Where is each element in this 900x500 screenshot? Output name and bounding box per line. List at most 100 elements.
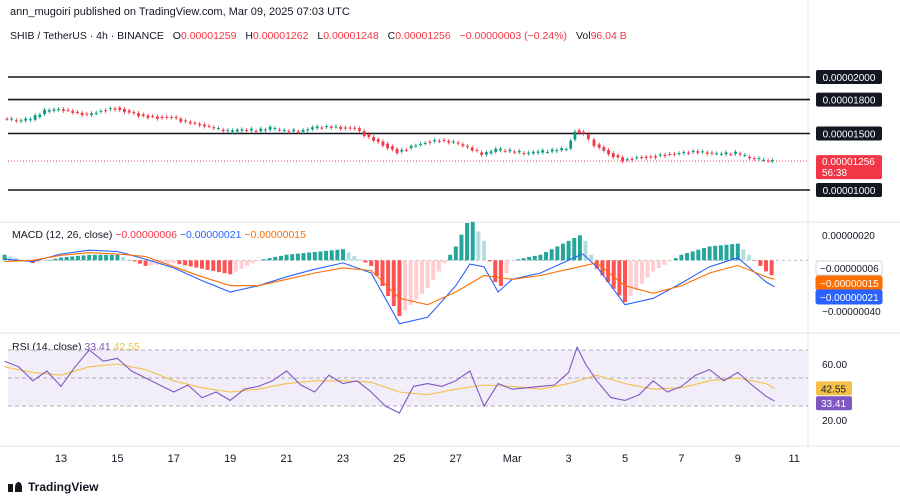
candle-body [132, 112, 136, 114]
candle-body [654, 156, 657, 158]
macd-histogram-bar [634, 260, 639, 290]
candle-body [235, 129, 239, 132]
macd-histogram-bar [701, 248, 706, 261]
candle-body [442, 139, 446, 141]
candle-body [513, 151, 516, 153]
candle-body [390, 146, 394, 150]
level-label: 0.00001000 [823, 186, 876, 197]
macd-histogram-bar [222, 260, 227, 274]
publish-header: ann_mugoiri published on TradingView.com… [10, 6, 350, 18]
candle-body [315, 126, 319, 129]
candle-body [301, 129, 305, 132]
macd-histogram-bar [301, 253, 306, 261]
candle-body [423, 142, 427, 144]
macd-legend[interactable]: MACD (12, 26, close) −0.00000006 −0.0000… [12, 229, 306, 241]
macd-histogram-bar [442, 260, 447, 264]
candle-body [179, 118, 183, 122]
candle-body [757, 158, 761, 160]
symbol-legend: SHIB / TetherUS · 4h · BINANCE O0.000012… [10, 30, 627, 42]
level-label-box [816, 126, 882, 141]
macd-histogram-bar [335, 249, 340, 261]
macd-histogram-bar [295, 253, 300, 261]
macd-histogram-bar [8, 256, 13, 261]
x-tick-label: 17 [168, 453, 180, 465]
candle-body [616, 155, 620, 158]
macd-histogram-bar [81, 255, 86, 261]
rsi-value-label: 33.41 [821, 399, 846, 410]
candle-body [282, 129, 286, 131]
macd-histogram-bar [538, 254, 543, 261]
candle-body [527, 152, 531, 154]
macd-histogram-bar [752, 260, 757, 261]
tradingview-logo-icon [8, 482, 22, 492]
candle-body [198, 123, 202, 126]
x-tick-label: 25 [393, 453, 405, 465]
macd-histogram-bar [459, 234, 464, 261]
candle-body [99, 110, 103, 112]
candle-body [546, 151, 549, 153]
macd-histogram-bar [639, 260, 644, 284]
candle-body [592, 139, 596, 146]
candle-body [362, 131, 366, 137]
macd-histogram-bar [329, 250, 334, 261]
x-tick-label: 27 [450, 453, 462, 465]
candle-body [104, 110, 108, 112]
candle-body [24, 118, 28, 121]
macd-histogram-bar [205, 260, 210, 270]
macd-histogram-bar [713, 245, 718, 261]
x-tick-label: Mar [503, 453, 522, 465]
candle-body [414, 145, 418, 147]
macd-histogram-bar [498, 260, 503, 286]
candle-body [123, 109, 126, 113]
level-label: 0.00002000 [823, 73, 876, 84]
candle-body [762, 159, 766, 161]
x-tick-label: 13 [55, 453, 67, 465]
macd-histogram-bar [549, 249, 554, 261]
symbol-name[interactable]: SHIB / TetherUS · 4h · BINANCE [10, 30, 164, 42]
macd-histogram-bar [476, 231, 481, 261]
candle-body [419, 143, 422, 145]
macd-axis-label: 0.00000020 [822, 231, 875, 242]
close-value: 0.00001256 [395, 30, 451, 42]
macd-histogram-bar [532, 255, 537, 261]
candle-body [649, 156, 653, 158]
macd-histogram-bar [70, 256, 75, 261]
macd-histogram-bar [594, 260, 599, 269]
macd-histogram-bar [267, 258, 272, 261]
candle-body [503, 150, 507, 152]
current-price-box [816, 155, 882, 180]
macd-histogram-bar [656, 260, 661, 269]
macd-histogram-bar [623, 260, 627, 303]
candle-body [264, 129, 267, 131]
level-label: 0.00001500 [823, 130, 876, 141]
current-price-label: 0.00001256 [822, 157, 875, 168]
candle-body [607, 149, 610, 155]
rsi-ma-label: 42.55 [821, 384, 846, 395]
macd-histogram-bar [645, 260, 650, 278]
macd-histogram-bar [391, 260, 396, 307]
macd-histogram-bar [13, 258, 18, 261]
x-tick-label: 3 [566, 453, 572, 465]
candle-body [625, 159, 629, 161]
macd-histogram-bar [572, 238, 577, 261]
change-value: −0.00000003 (−0.24%) [459, 30, 568, 42]
candle-body [254, 130, 258, 132]
macd-histogram-bar [357, 259, 362, 261]
candle-body [33, 115, 37, 120]
tradingview-footer[interactable]: TradingView [8, 480, 98, 494]
rsi-ma-box [816, 381, 852, 396]
macd-histogram-bar [233, 260, 238, 272]
candle-body [715, 153, 719, 155]
candle-body [141, 114, 145, 116]
macd-histogram-bar [521, 258, 526, 261]
candle-body [372, 137, 375, 141]
candle-body [85, 113, 89, 115]
candle-body [353, 127, 357, 129]
macd-histogram-bar [177, 260, 182, 265]
macd-histogram-bar [2, 254, 7, 261]
candle-body [231, 130, 234, 132]
candle-body [207, 125, 211, 127]
x-tick-label: 11 [788, 453, 799, 465]
low-label: L [317, 30, 324, 42]
